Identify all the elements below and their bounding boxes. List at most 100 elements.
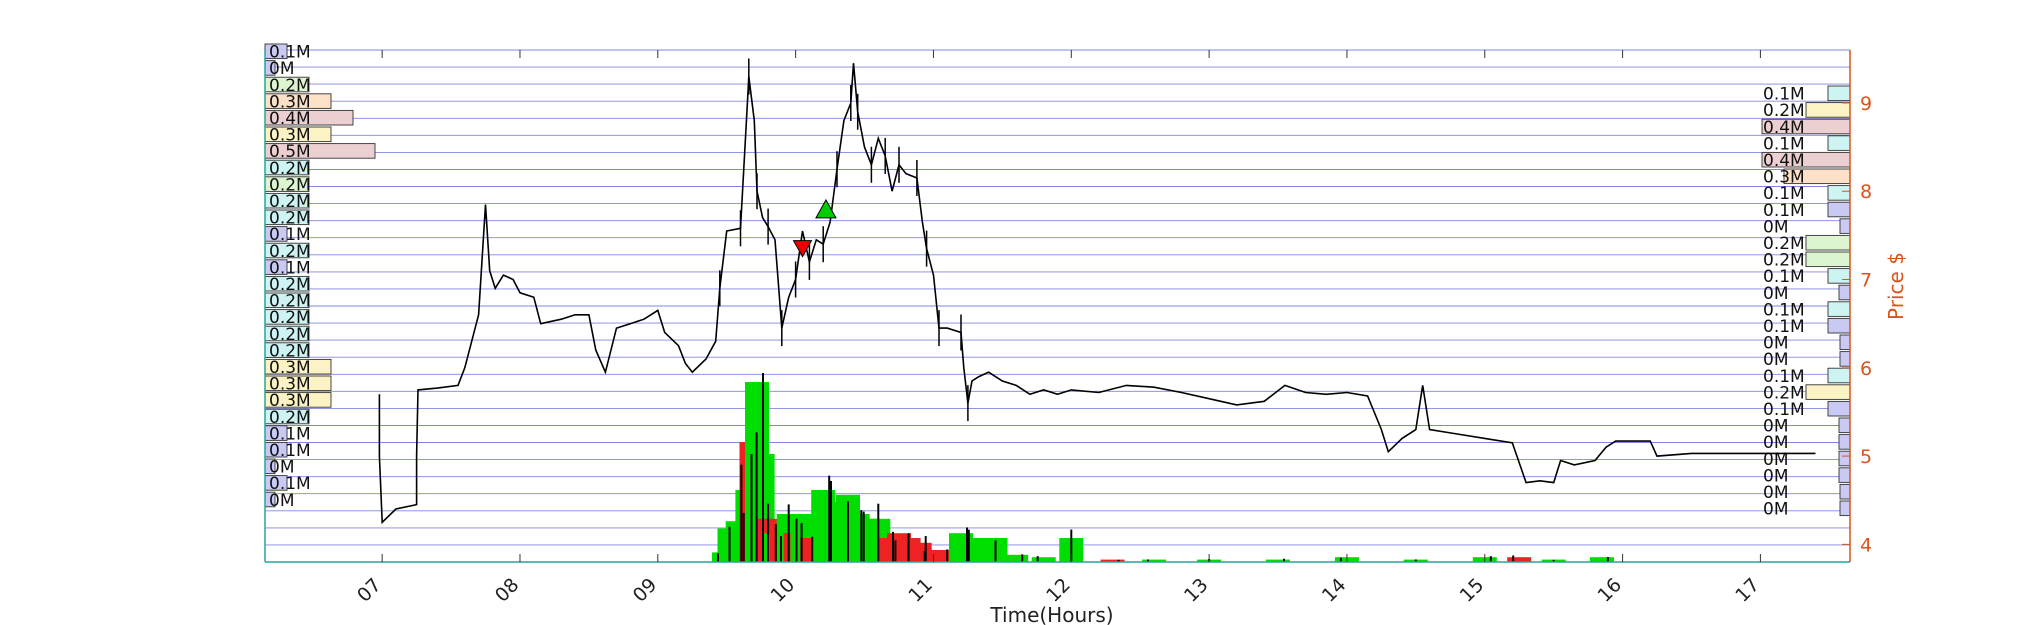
profile-left-label: 0.2M <box>269 275 311 295</box>
profile-right-label: 0.1M <box>1763 300 1805 320</box>
profile-right-label: 0.4M <box>1763 151 1805 171</box>
profile-right-bar <box>1839 500 1851 517</box>
profile-right-bar <box>1827 135 1851 151</box>
profile-left-label: 0.1M <box>269 225 311 245</box>
profile-right-bar <box>1805 234 1851 251</box>
profile-left-label: 0.2M <box>269 209 311 229</box>
profile-left-label: 0M <box>269 491 294 511</box>
profile-right-bar <box>1827 268 1851 284</box>
y-tick-label: 7 <box>1860 270 1872 292</box>
profile-right-label: 0M <box>1763 417 1788 437</box>
profile-right-label: 0.1M <box>1763 201 1805 221</box>
x-tick-label: 12 <box>1042 574 1075 607</box>
profile-right-label: 0.2M <box>1763 101 1805 121</box>
y-axis-title: Price $ <box>1884 252 1908 320</box>
profile-right-label: 0M <box>1763 500 1788 520</box>
grid-lines <box>265 49 1850 563</box>
trade-markers <box>792 198 837 258</box>
profile-right-bar <box>1827 301 1851 317</box>
profile-left-label: 0.3M <box>269 391 311 411</box>
volume-bar <box>1142 559 1166 562</box>
x-tick-label: 09 <box>629 574 662 607</box>
profile-right-label: 0M <box>1763 466 1788 486</box>
profile-left-label: 0.2M <box>269 159 311 179</box>
y-tick-label: 8 <box>1860 181 1872 203</box>
profile-right-label: 0.1M <box>1763 267 1805 287</box>
profile-right-bar <box>1827 201 1851 218</box>
volume-bar <box>1031 557 1056 562</box>
profile-left-label: 0.2M <box>269 308 311 328</box>
volume-bar <box>1100 559 1125 562</box>
profile-right-label: 0M <box>1763 433 1788 453</box>
sell-marker <box>792 240 813 258</box>
profile-right-label: 0M <box>1763 284 1788 304</box>
profile-right-label: 0.3M <box>1763 168 1805 188</box>
profile-right-label: 0.1M <box>1763 85 1805 105</box>
profile-right-bar <box>1805 102 1851 118</box>
profile-left-label: 0.5M <box>269 142 311 162</box>
profile-right-bar <box>1838 450 1851 467</box>
profile-right-bar <box>1827 367 1851 384</box>
profile-right-label: 0M <box>1763 334 1788 354</box>
buy-marker <box>815 198 837 219</box>
profile-right-label: 0.2M <box>1763 251 1805 271</box>
profile-right-bar <box>1839 483 1851 500</box>
profile-right-label: 0.1M <box>1763 317 1805 337</box>
profile-left-label: 0.1M <box>269 424 311 444</box>
volume-bar <box>1266 559 1290 562</box>
profile-left-label: 0.2M <box>269 341 311 361</box>
price-line <box>378 58 1816 525</box>
profile-left-label: 0M <box>269 59 294 79</box>
profile-right-label: 0.1M <box>1763 367 1805 387</box>
profile-right-label: 0.1M <box>1763 184 1805 204</box>
profile-left-label: 0.3M <box>269 92 311 112</box>
x-tick-label: 11 <box>904 574 937 607</box>
volume-profile-left: 0.1M0M0.2M0.3M0.4M0.3M0.5M0.2M0.2M0.2M0.… <box>264 43 376 511</box>
x-tick-label: 07 <box>353 574 386 607</box>
profile-right-bar <box>1839 334 1851 351</box>
profile-left-label: 0.2M <box>269 242 311 262</box>
volume-bar <box>1589 557 1614 562</box>
profile-right-bar <box>1827 317 1851 334</box>
axes: 07 08 09 10 11 12 13 14 15 16 17 4 5 6 7 8 9 <box>264 50 1872 607</box>
profile-right-label: 0M <box>1763 217 1788 237</box>
profile-left-label: 0.2M <box>269 408 311 428</box>
x-tick-label: 15 <box>1456 574 1489 607</box>
profile-left-label: 0.3M <box>269 375 311 395</box>
profile-left-label: 0.2M <box>269 192 311 212</box>
profile-right-label: 0M <box>1763 350 1788 370</box>
x-tick-label: 14 <box>1318 574 1351 607</box>
profile-left-label: 0.1M <box>269 441 311 461</box>
profile-right-label: 0.1M <box>1763 134 1805 154</box>
volume-profile-right: 0.1M0.2M0.4M0.1M0.4M0.3M0.1M0.1M0M0.2M0.… <box>1761 85 1851 520</box>
profile-left-label: 0.2M <box>269 175 311 195</box>
profile-left-label: 0.3M <box>269 126 311 146</box>
y-tick-label: 6 <box>1860 358 1872 380</box>
profile-right-bar <box>1839 218 1851 234</box>
profile-right-bar <box>1805 384 1851 400</box>
profile-right-label: 0.4M <box>1763 118 1805 138</box>
profile-left-label: 0.2M <box>269 325 311 345</box>
profile-right-label: 0.2M <box>1763 383 1805 403</box>
volume-bars <box>712 373 1614 562</box>
profile-left-label: 0.4M <box>269 109 311 129</box>
profile-left-label: 0.1M <box>269 43 311 63</box>
x-tick-label: 08 <box>491 574 524 607</box>
profile-right-label: 0.2M <box>1763 234 1805 254</box>
x-tick-label: 17 <box>1731 574 1764 607</box>
x-tick-label: 16 <box>1593 574 1626 607</box>
y-tick-label: 5 <box>1860 446 1872 468</box>
x-tick-label: 10 <box>767 574 800 607</box>
profile-left-label: 0.1M <box>269 258 311 278</box>
profile-right-bar <box>1827 85 1851 102</box>
y-tick-label: 4 <box>1860 534 1872 556</box>
profile-right-bar <box>1827 400 1851 417</box>
profile-right-label: 0M <box>1763 483 1788 503</box>
profile-right-bar <box>1838 467 1851 483</box>
profile-left-label: 0.3M <box>269 358 311 378</box>
profile-right-bar <box>1838 284 1851 301</box>
profile-left-label: 0.1M <box>269 474 311 494</box>
profile-right-bar <box>1839 351 1851 367</box>
price-path <box>378 63 1816 525</box>
profile-right-bar <box>1805 251 1851 268</box>
